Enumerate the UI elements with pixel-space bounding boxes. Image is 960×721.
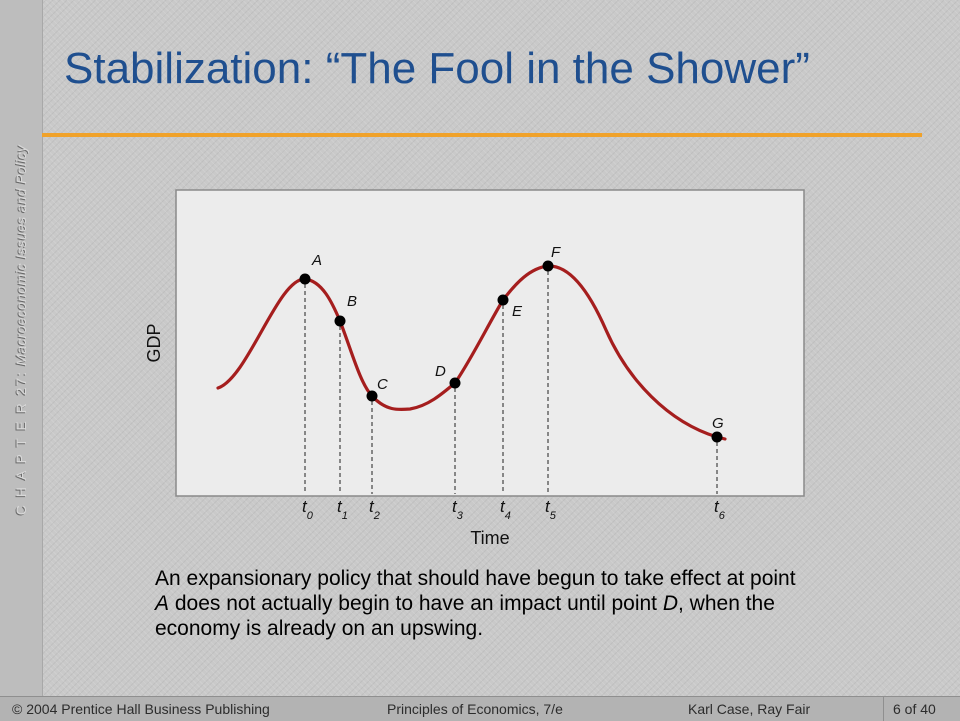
point-label-e: E: [512, 303, 523, 320]
point-labels: A B C D E F G: [311, 244, 724, 432]
time-tick-subscript: 5: [550, 510, 557, 522]
caption-text-run: An expansionary policy that should have …: [155, 567, 796, 590]
time-tick-6: t6: [714, 497, 726, 522]
footer-page-number: 6 of 40: [893, 701, 936, 717]
y-axis-label: GDP: [144, 323, 164, 362]
point-label-a: A: [311, 252, 322, 269]
time-tick-subscript: 1: [342, 510, 348, 522]
point-label-d: D: [435, 363, 446, 380]
caption-text-run: , when the economy is already on an upsw…: [155, 592, 775, 640]
time-tick-0: t0: [302, 497, 314, 522]
time-guide-lines: [304, 271, 718, 494]
slide-footer: © 2004 Prentice Hall Business Publishing…: [0, 696, 960, 721]
point-label-c: C: [377, 376, 388, 393]
time-tick-subscript: 2: [373, 510, 380, 522]
time-tick-subscript: 3: [457, 510, 464, 522]
point-dot-d: [449, 377, 461, 389]
footer-authors: Karl Case, Ray Fair: [688, 701, 811, 717]
caption-point-ref: D: [662, 592, 679, 615]
gdp-curve: [216, 264, 727, 441]
title-underline: [42, 133, 922, 137]
time-tick-1: t1: [337, 497, 348, 522]
time-tick-labels: t0 t1 t2 t3 t4 t5 t6: [302, 497, 726, 522]
slide-title: Stabilization: “The Fool in the Shower”: [64, 44, 810, 93]
footer-divider: [883, 697, 884, 721]
point-dot-a: [299, 273, 311, 285]
point-dot-g: [711, 431, 723, 443]
point-dot-c: [366, 390, 378, 402]
point-label-b: B: [347, 293, 357, 310]
time-tick-subscript: 4: [505, 510, 511, 522]
diagram-plot-frame: [175, 189, 805, 497]
time-tick-5: t5: [545, 497, 557, 522]
time-tick-subscript: 6: [719, 510, 726, 522]
caption-text-run: does not actually begin to have an impac…: [169, 592, 663, 615]
slide-caption: An expansionary policy that should have …: [155, 566, 815, 641]
chapter-side-strip: C H A P T E R 27: Macroeconomic Issues a…: [0, 0, 43, 696]
footer-book-title: Principles of Economics, 7/e: [387, 701, 563, 717]
point-label-g: G: [712, 415, 724, 432]
point-dot-f: [542, 260, 554, 272]
point-label-f: F: [551, 244, 561, 261]
x-axis-label: Time: [470, 528, 509, 548]
time-tick-subscript: 0: [307, 510, 314, 522]
curve-points: [299, 260, 723, 443]
caption-point-ref: A: [155, 592, 170, 615]
point-dot-e: [497, 294, 509, 306]
footer-copyright: © 2004 Prentice Hall Business Publishing: [12, 701, 270, 717]
point-dot-b: [334, 315, 346, 327]
time-tick-3: t3: [452, 497, 464, 522]
time-tick-4: t4: [500, 497, 511, 522]
time-tick-2: t2: [369, 497, 380, 522]
